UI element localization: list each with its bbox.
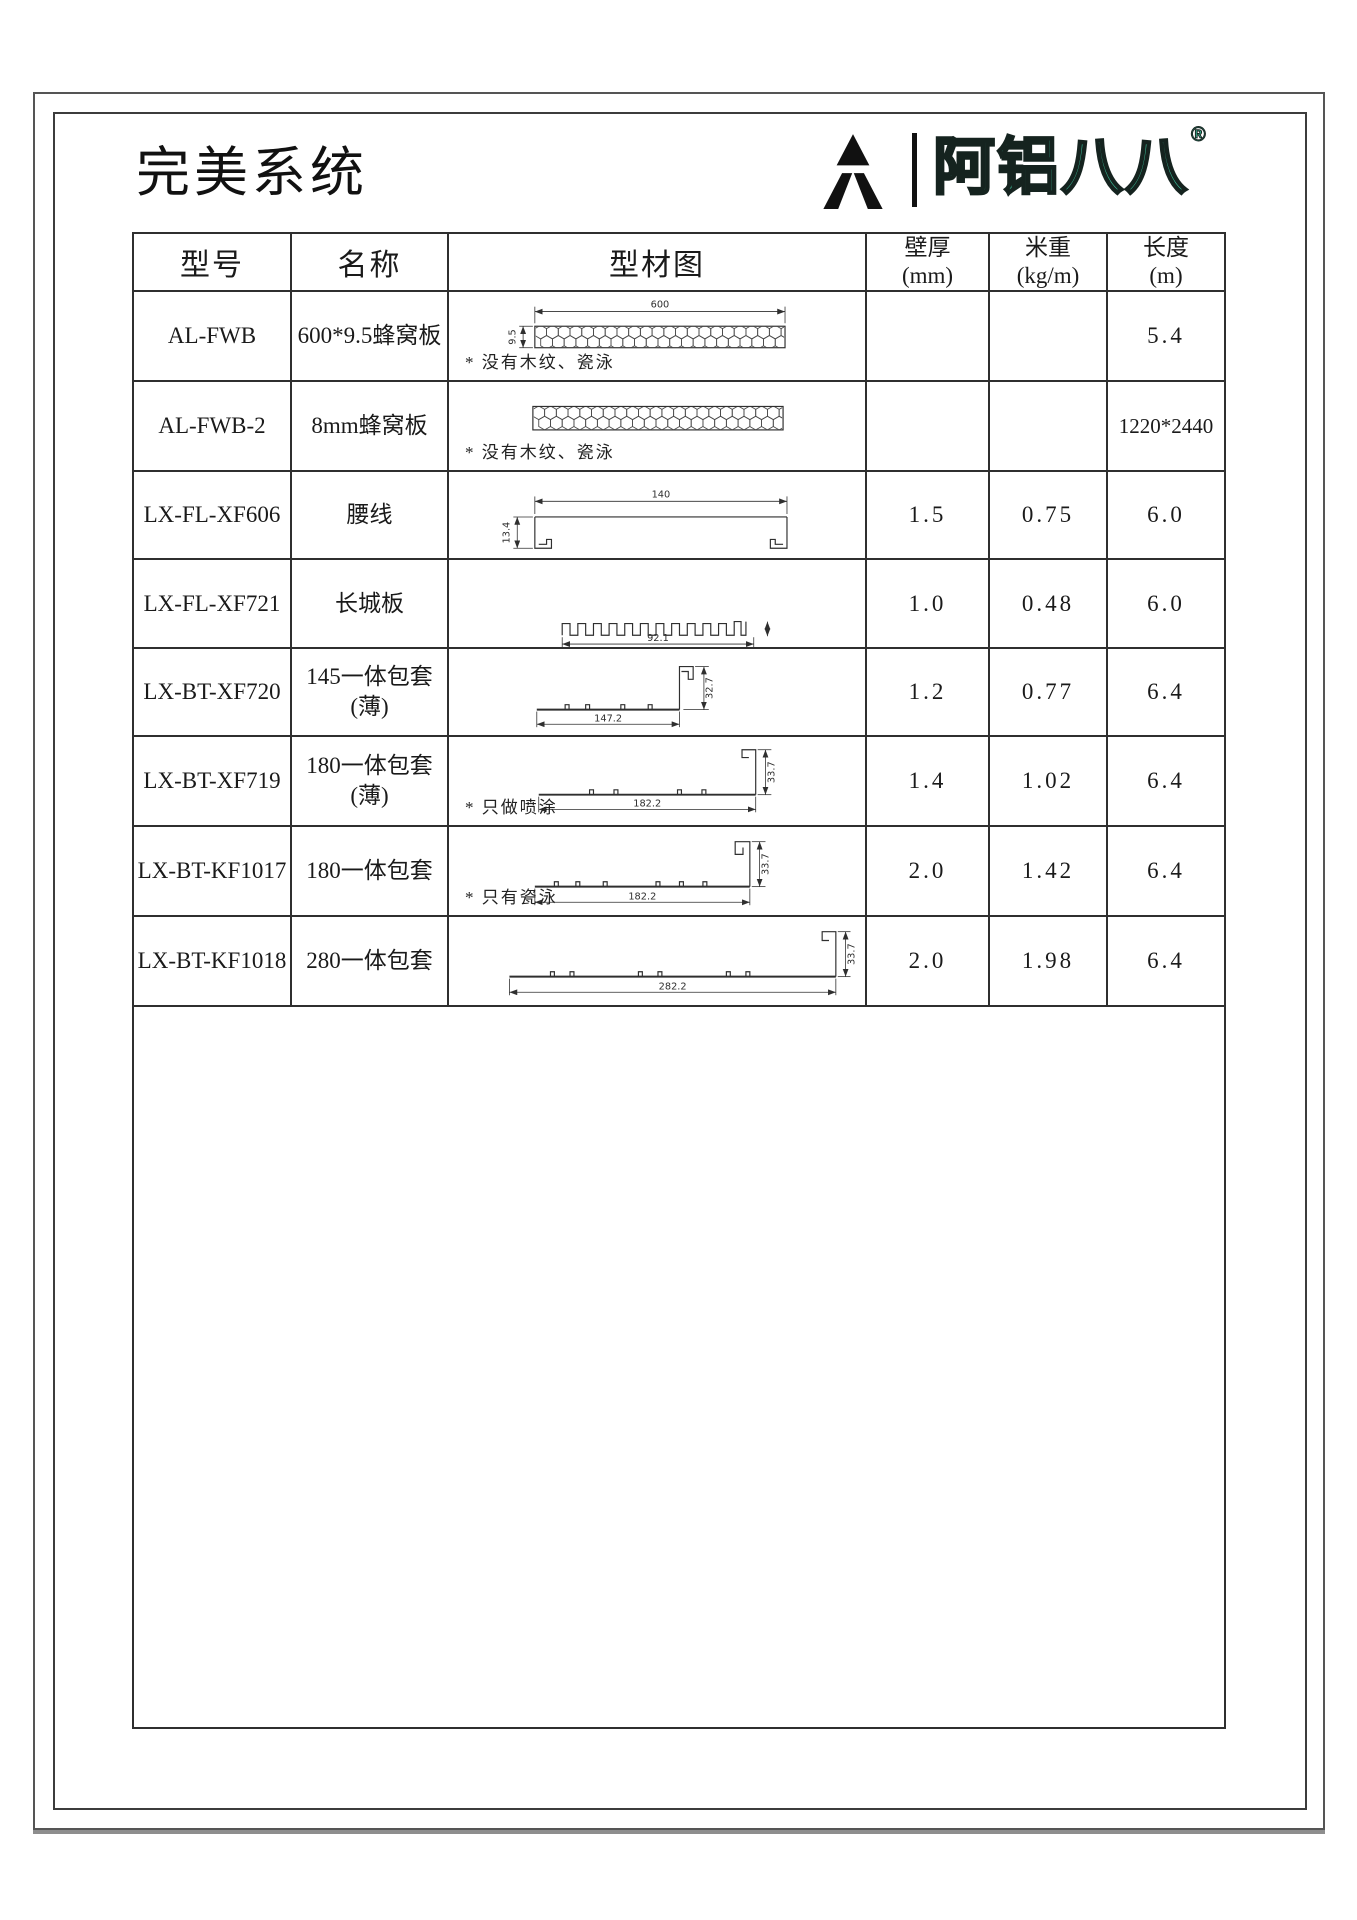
weight-cell: 1.02: [988, 735, 1108, 827]
length-cell: 1220*2440: [1106, 380, 1226, 472]
table-row: LX-FL-XF721 长城板 92.1 1.0 0.48 6.0: [132, 558, 1226, 649]
length-cell: 6.4: [1106, 735, 1226, 827]
weight-cell: [988, 290, 1108, 382]
dim-label-width: 182.2: [628, 891, 656, 902]
profile-drawing-sleeve-145: 32.7 147.2: [447, 647, 867, 737]
weight-cell: 0.48: [988, 558, 1108, 649]
profile-note: * 没有木纹、瓷泳: [465, 353, 615, 372]
length-cell: 6.0: [1106, 470, 1226, 560]
profile-drawing-honeycomb-8mm: * 没有木纹、瓷泳: [447, 380, 867, 472]
model-cell: AL-FWB-2: [132, 380, 292, 472]
empty-cell: [132, 1005, 1226, 1729]
thickness-cell: [865, 290, 990, 382]
dim-label-width: 182.2: [633, 798, 661, 809]
model-cell: LX-BT-XF719: [132, 735, 292, 827]
dim-label-height: 33.7: [766, 761, 777, 783]
header-weight: 米重 (kg/m): [988, 232, 1108, 292]
dim-label-width: 147.2: [594, 713, 622, 724]
model-cell: LX-BT-KF1017: [132, 825, 292, 917]
name-cell: 280一体包套: [290, 915, 449, 1007]
length-cell: 5.4: [1106, 290, 1226, 382]
dim-label-width: 600: [651, 300, 670, 311]
profile-drawing-honeycomb-600: 600 9.5 * 没有木纹、瓷泳: [447, 290, 867, 382]
wrap-sleeve-profile-icon: 33.7 182.2: [534, 841, 771, 906]
profile-note: * 只做喷涂: [465, 798, 558, 817]
header-thickness: 壁厚 (mm): [865, 232, 990, 292]
spec-table: 型号 名称 型材图 壁厚 (mm) 米重 (kg/m) 长度 (m) AL-FW…: [132, 232, 1226, 1729]
name-cell: 8mm蜂窝板: [290, 380, 449, 472]
dim-label-height: 33.7: [760, 853, 771, 875]
model-cell: LX-FL-XF606: [132, 470, 292, 560]
weight-cell: 0.77: [988, 647, 1108, 737]
brand-divider: [912, 133, 917, 207]
name-cell: 600*9.5蜂窝板: [290, 290, 449, 382]
header-length: 长度 (m): [1106, 232, 1226, 292]
channel-profile-icon: 140 13.4: [501, 489, 788, 549]
wrap-sleeve-profile-icon: 32.7 147.2: [536, 666, 716, 728]
page-title: 完美系统: [136, 143, 368, 203]
thickness-cell: 1.5: [865, 470, 990, 560]
weight-cell: 1.98: [988, 915, 1108, 1007]
weight-cell: 1.42: [988, 825, 1108, 917]
thickness-cell: 1.0: [865, 558, 990, 649]
model-cell: AL-FWB: [132, 290, 292, 382]
length-cell: 6.0: [1106, 558, 1226, 649]
profile-drawing-sleeve-280: 33.7 282.2: [447, 915, 867, 1007]
profile-drawing-sleeve-180-thin: 33.7 182.2 * 只做喷涂: [447, 735, 867, 827]
weight-cell: 0.75: [988, 470, 1108, 560]
header-model: 型号: [132, 232, 292, 292]
name-cell: 长城板: [290, 558, 449, 649]
page-inner-border: [53, 112, 1307, 1810]
dim-label-width: 282.2: [659, 981, 687, 992]
empty-table-area: [132, 1005, 1226, 1729]
header-drawing: 型材图: [447, 232, 867, 292]
header-name: 名称: [290, 232, 449, 292]
profile-drawing-great-wall: 92.1: [447, 558, 867, 649]
length-cell: 6.4: [1106, 825, 1226, 917]
length-cell: 6.4: [1106, 915, 1226, 1007]
dim-label-width: 92.1: [647, 633, 669, 644]
thickness-cell: 2.0: [865, 825, 990, 917]
triangle-a-mark-icon: [823, 134, 883, 209]
profile-note: * 没有木纹、瓷泳: [465, 443, 615, 462]
wrap-sleeve-profile-icon: 33.7 182.2: [538, 749, 777, 813]
brand-logo: 阿铝八八 ®: [814, 124, 1206, 210]
wrap-sleeve-profile-icon: 33.7 282.2: [509, 931, 857, 996]
honeycomb-panel-icon: [532, 405, 784, 431]
table-row: LX-FL-XF606 腰线 140 13.4 1.5 0.75 6.0: [132, 470, 1226, 560]
dim-label-height: 32.7: [705, 677, 716, 699]
dim-label-height: 9.5: [507, 329, 518, 345]
profile-drawing-waistline: 140 13.4: [447, 470, 867, 560]
table-row: LX-BT-KF1018 280一体包套 33.7 282.2 2.0 1.98: [132, 915, 1226, 1007]
dim-label-width: 140: [652, 489, 671, 500]
dim-label-height: 33.7: [846, 943, 857, 965]
model-cell: LX-BT-KF1018: [132, 915, 292, 1007]
length-cell: 6.4: [1106, 647, 1226, 737]
table-row: LX-BT-XF720 145一体包套 (薄) 32.7 147.2 1.2 0…: [132, 647, 1226, 737]
table-row: LX-BT-XF719 180一体包套 (薄) 33.7 182.2 * 只做喷…: [132, 735, 1226, 827]
brand-wordmark: 阿铝八八: [932, 132, 1190, 204]
model-cell: LX-FL-XF721: [132, 558, 292, 649]
corrugated-profile-icon: 92.1: [561, 620, 771, 646]
thickness-cell: 1.2: [865, 647, 990, 737]
profile-note: * 只有瓷泳: [465, 888, 558, 907]
registered-mark-icon: ®: [1191, 124, 1207, 147]
table-row: AL-FWB 600*9.5蜂窝板 600 9.5: [132, 290, 1226, 382]
honeycomb-panel-icon: 600 9.5: [507, 300, 786, 349]
thickness-cell: 2.0: [865, 915, 990, 1007]
table-row: AL-FWB-2 8mm蜂窝板 * 没有木纹、瓷泳 1220*2440: [132, 380, 1226, 472]
thickness-cell: 1.4: [865, 735, 990, 827]
name-cell: 腰线: [290, 470, 449, 560]
weight-cell: [988, 380, 1108, 472]
model-cell: LX-BT-XF720: [132, 647, 292, 737]
table-header-row: 型号 名称 型材图 壁厚 (mm) 米重 (kg/m) 长度 (m): [132, 232, 1226, 292]
name-cell: 180一体包套: [290, 825, 449, 917]
profile-drawing-sleeve-180: 33.7 182.2 * 只有瓷泳: [447, 825, 867, 917]
table-row: LX-BT-KF1017 180一体包套 33.7 182.2 * 只有瓷泳 2…: [132, 825, 1226, 917]
dim-label-height: 13.4: [501, 522, 512, 544]
page-outer-border: [33, 92, 1325, 1830]
name-cell: 145一体包套 (薄): [290, 647, 449, 737]
thickness-cell: [865, 380, 990, 472]
name-cell: 180一体包套 (薄): [290, 735, 449, 827]
